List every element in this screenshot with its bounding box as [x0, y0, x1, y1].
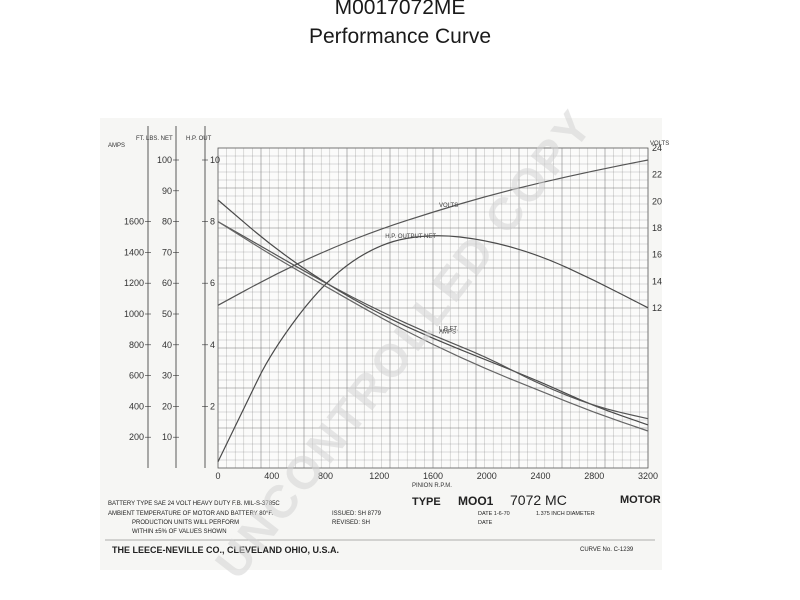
series-label-2: L.B.FT. [439, 327, 458, 333]
company-name: THE LEECE-NEVILLE CO., CLEVELAND OHIO, U… [112, 545, 339, 555]
amps-tick-label: 1400 [124, 247, 144, 257]
chart-subtitle: Performance Curve [308, 25, 492, 48]
hp-axis-label: H.P. OUT [186, 136, 212, 142]
volts-axis-label: VOLTS [650, 141, 669, 147]
axes-layer [145, 126, 208, 468]
date-text: DATE 1-6-70 [478, 511, 510, 517]
amps-tick-label: 1200 [124, 278, 144, 288]
volts-tick-label: 12 [652, 303, 662, 313]
amps-tick-label: 1000 [124, 309, 144, 319]
volts-tick-label: 24 [652, 143, 662, 153]
series-line-0 [217, 159, 649, 306]
hp-tick-label: 2 [210, 401, 215, 411]
series-label-3: H.P. OUTPUT NET [385, 234, 436, 240]
torque-tick-label: 60 [162, 278, 172, 288]
series-line-3 [217, 235, 649, 463]
pinion-diameter-text: 1.375 INCH DIAMETER [536, 511, 595, 517]
x-axis-label: PINION R.P.M. [412, 483, 452, 489]
labels-layer: 0 400 800 1200 1600 2000 2400 2800 3200200400600… [124, 143, 662, 481]
chart-code-title: M0017072ME [334, 0, 466, 19]
torque-tick-label: 30 [162, 371, 172, 381]
model-number: 7072 MC [510, 492, 567, 508]
series-line-1 [217, 199, 649, 426]
production-text: PRODUCTION UNITS WILL PERFORM [132, 520, 239, 526]
revised-text: REVISED: SH [332, 520, 370, 526]
torque-tick-label: 20 [162, 401, 172, 411]
model-prefix: MOO1 [458, 494, 494, 508]
series-layer [217, 159, 649, 463]
amps-tick-label: 600 [129, 371, 144, 381]
amps-tick-label: 400 [129, 401, 144, 411]
series-label-1: AMPS [439, 330, 456, 336]
grid-layer [217, 147, 649, 469]
amps-axis-label: AMPS [108, 143, 125, 149]
volts-tick-label: 18 [652, 223, 662, 233]
battery-spec: BATTERY TYPE SAE 24 VOLT HEAVY DUTY F.B.… [108, 501, 280, 507]
volts-tick-label: 16 [652, 250, 662, 260]
date2-text: DATE [478, 520, 493, 526]
hp-tick-label: 10 [210, 155, 220, 165]
curve-number: CURVE No. C-1239 [580, 547, 634, 553]
x-tick-label: 0 [215, 471, 220, 481]
volts-tick-label: 22 [652, 170, 662, 180]
hp-tick-label: 6 [210, 278, 215, 288]
series-label-0: VOLTS [439, 203, 458, 209]
x-tick-label: 1200 [369, 471, 389, 481]
amps-tick-label: 1600 [124, 217, 144, 227]
series-line-4 [217, 221, 649, 432]
amps-tick-label: 200 [129, 432, 144, 442]
amps-tick-label: 800 [129, 340, 144, 350]
torque-tick-label: 80 [162, 217, 172, 227]
ambient-spec: AMBIENT TEMPERATURE OF MOTOR AND BATTERY… [108, 511, 273, 517]
hp-tick-label: 8 [210, 217, 215, 227]
torque-tick-label: 70 [162, 247, 172, 257]
torque-tick-label: 100 [157, 155, 172, 165]
type-label: TYPE [412, 496, 441, 508]
x-tick-label: 800 [318, 471, 333, 481]
torque-tick-label: 50 [162, 309, 172, 319]
torque-axis-label: FT. LBS. NET [136, 136, 173, 142]
series-line-2 [217, 221, 649, 420]
x-tick-label: 2400 [530, 471, 550, 481]
volts-tick-label: 14 [652, 276, 662, 286]
volts-tick-label: 20 [652, 196, 662, 206]
x-tick-label: 3200 [638, 471, 658, 481]
motor-label: MOTOR [620, 494, 661, 506]
x-tick-label: 400 [264, 471, 279, 481]
x-tick-label: 2000 [477, 471, 497, 481]
x-tick-label: 2800 [584, 471, 604, 481]
within-text: WITHIN ±5% OF VALUES SHOWN [132, 529, 227, 535]
x-tick-label: 1600 [423, 471, 443, 481]
hp-tick-label: 4 [210, 340, 215, 350]
torque-tick-label: 90 [162, 186, 172, 196]
issued-text: ISSUED: SH 8779 [332, 511, 382, 517]
torque-tick-label: 10 [162, 432, 172, 442]
torque-tick-label: 40 [162, 340, 172, 350]
